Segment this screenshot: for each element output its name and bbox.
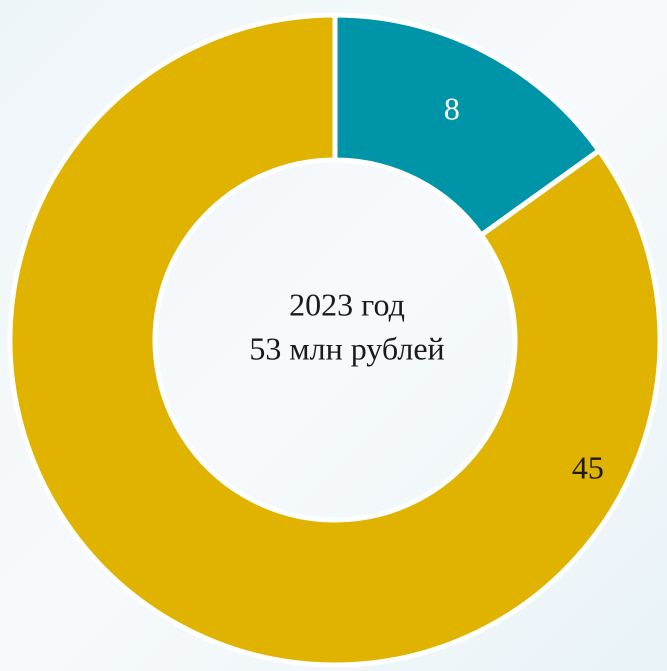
center-text: 2023 год <box>289 286 405 322</box>
data-label: 8 <box>444 91 460 127</box>
center-text: 53 млн рублей <box>249 330 444 366</box>
donut-slice <box>332 12 603 239</box>
donut-slice <box>7 12 663 668</box>
data-label: 45 <box>572 450 604 486</box>
